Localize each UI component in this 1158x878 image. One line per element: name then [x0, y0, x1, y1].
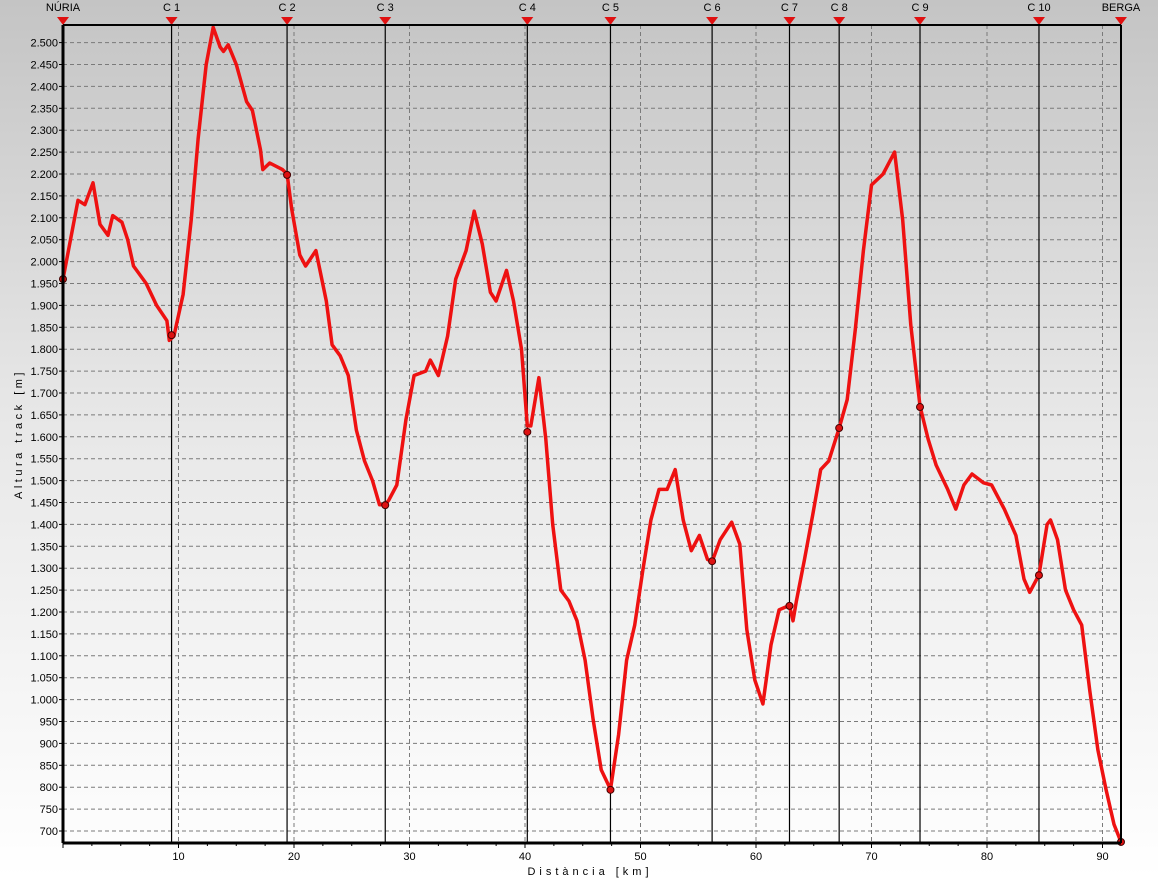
- y-tick-label: 2.150: [30, 191, 58, 203]
- y-tick-label: 1.200: [30, 607, 58, 619]
- waypoint-flag-icon: [706, 17, 719, 25]
- y-tick-label: 2.100: [30, 213, 58, 225]
- waypoint-label: C 9: [911, 2, 928, 14]
- y-tick-label: 1.000: [30, 695, 58, 707]
- waypoint-flag-icon: [1114, 17, 1127, 25]
- y-tick-label: 2.300: [30, 125, 58, 137]
- waypoint-flag-icon: [604, 17, 617, 25]
- y-tick-label: 1.500: [30, 476, 58, 488]
- waypoint-point: [167, 331, 176, 340]
- y-tick-label: 2.450: [30, 60, 58, 72]
- waypoint-point: [1034, 571, 1043, 580]
- elevation-line: [61, 25, 1123, 843]
- profile-line: [61, 25, 1123, 843]
- y-tick-label: 2.250: [30, 147, 58, 159]
- y-tick-label: 1.650: [30, 410, 58, 422]
- y-tick-label: 700: [40, 826, 58, 838]
- x-tick-label: 10: [172, 851, 184, 863]
- y-tick-label: 800: [40, 782, 58, 794]
- y-tick-label: 2.200: [30, 169, 58, 181]
- waypoint-label: C 4: [519, 2, 536, 14]
- y-tick-label: 850: [40, 760, 58, 772]
- y-tick-label: 1.100: [30, 651, 58, 663]
- waypoint-point: [708, 557, 717, 566]
- y-tick-label: 1.800: [30, 344, 58, 356]
- y-tick-label: 1.700: [30, 388, 58, 400]
- y-tick-label: 2.350: [30, 103, 58, 115]
- y-tick-label: 1.350: [30, 541, 58, 553]
- waypoint-label: BERGA: [1102, 2, 1141, 14]
- waypoint-point: [381, 501, 390, 510]
- y-tick-label: 1.050: [30, 673, 58, 685]
- y-tick-label: 950: [40, 717, 58, 729]
- waypoint-flag-icon: [57, 17, 69, 25]
- waypoint-label: C 7: [781, 2, 798, 14]
- y-tick-label: 1.400: [30, 519, 58, 531]
- waypoint-flag-icon: [379, 17, 392, 25]
- y-tick-label: 1.300: [30, 563, 58, 575]
- axes: [57, 17, 1127, 848]
- waypoint-label: C 10: [1027, 2, 1050, 14]
- y-tick-label: 900: [40, 738, 58, 750]
- x-tick-label: 60: [750, 851, 762, 863]
- x-tick-label: 90: [1096, 851, 1108, 863]
- waypoint-label: C 8: [831, 2, 848, 14]
- waypoint-flag-icon: [833, 17, 846, 25]
- y-tick-label: 1.850: [30, 322, 58, 334]
- waypoint-label: C 5: [602, 2, 619, 14]
- waypoint-point: [916, 403, 925, 412]
- y-tick-label: 2.050: [30, 235, 58, 247]
- tick-labels: 700 750 800 850 900 950 1.000 1.050 1.100 1.150 1.…: [30, 1, 1140, 863]
- waypoint-point: [785, 601, 794, 610]
- x-tick-label: 40: [519, 851, 531, 863]
- waypoint-flag-icon: [521, 17, 534, 25]
- waypoint-label: C 2: [279, 2, 296, 14]
- waypoint-label: C 1: [163, 2, 180, 14]
- grid: [63, 25, 1121, 843]
- waypoint-flag-icon: [783, 17, 796, 25]
- y-tick-label: 1.250: [30, 585, 58, 597]
- waypoint-point: [283, 170, 292, 179]
- x-tick-label: 70: [865, 851, 877, 863]
- y-tick-label: 1.600: [30, 432, 58, 444]
- waypoint-point: [523, 427, 532, 436]
- y-tick-label: 1.150: [30, 629, 58, 641]
- waypoint-flag-icon: [1032, 17, 1045, 25]
- x-axis-label: Distància [km]: [527, 866, 652, 878]
- y-tick-label: 1.750: [30, 366, 58, 378]
- waypoint-flag-icon: [914, 17, 927, 25]
- waypoint-label: NÚRIA: [46, 1, 81, 14]
- y-tick-label: 1.450: [30, 498, 58, 510]
- y-tick-label: 1.900: [30, 300, 58, 312]
- waypoint-markers: [59, 170, 1125, 846]
- y-tick-label: 2.500: [30, 38, 58, 50]
- waypoint-flag-icon: [165, 17, 178, 25]
- y-tick-label: 2.400: [30, 81, 58, 93]
- y-axis-label: Altura track [m]: [13, 369, 25, 499]
- waypoint-point: [606, 785, 615, 794]
- waypoint-flag-icon: [281, 17, 294, 25]
- x-tick-label: 80: [981, 851, 993, 863]
- x-tick-label: 50: [634, 851, 646, 863]
- waypoint-label: C 3: [377, 2, 394, 14]
- x-tick-label: 30: [403, 851, 415, 863]
- y-tick-label: 2.000: [30, 257, 58, 269]
- waypoint-label: C 6: [704, 2, 721, 14]
- y-tick-label: 1.950: [30, 279, 58, 291]
- waypoint-point: [835, 424, 844, 433]
- x-tick-label: 20: [288, 851, 300, 863]
- y-tick-label: 750: [40, 804, 58, 816]
- y-tick-label: 1.550: [30, 454, 58, 466]
